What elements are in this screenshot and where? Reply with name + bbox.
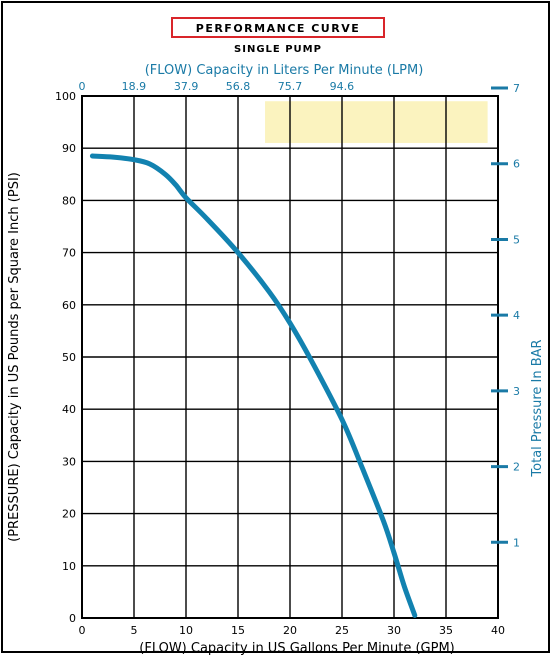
x-tick-label: 15 [231,624,245,637]
performance-curve-line [89,153,418,618]
x-tick-label: 25 [335,624,349,637]
y-tick-label: 60 [62,299,76,312]
x-axis-label: (FLOW) Capacity in US Gallons Per Minute… [139,641,454,656]
x-tick-label: 40 [491,624,505,637]
x2-axis-label: (FLOW) Capacity in Liters Per Minute (LP… [145,63,424,78]
y-axis-label: (PRESSURE) Capacity in US Pounds per Squ… [7,172,22,542]
x2-tick-label: 0 [79,80,86,93]
x2-tick-label: 37.9 [174,80,199,93]
chart-title: PERFORMANCE CURVE [196,22,360,35]
x-tick-label: 30 [387,624,401,637]
y-tick-label: 100 [55,90,76,103]
y2-axis-label: Total Pressure In BAR [530,339,545,477]
title-box [171,17,385,38]
x-tick-label: 5 [131,624,138,637]
x-tick-label: 10 [179,624,193,637]
x-tick-label: 35 [439,624,453,637]
y2-tick-label: 5 [513,233,520,246]
plot-border [81,95,499,619]
y-tick-label: 70 [62,247,76,260]
y2-tick-label: 7 [513,82,520,95]
y-tick-label: 30 [62,455,76,468]
highlight-region [265,101,488,143]
x2-tick-label: 75.7 [278,80,303,93]
y2-ticks: 1 2 3 4 5 6 7 [491,82,520,549]
y-tick-label: 20 [62,508,76,521]
x2-tick-label: 56.8 [226,80,251,93]
x-tick-label: 20 [283,624,297,637]
x-tick-label: 0 [79,624,86,637]
y-ticks: 0 10 20 30 40 50 60 70 80 90 100 [55,90,76,625]
y-tick-label: 90 [62,142,76,155]
x2-tick-label: 18.9 [122,80,147,93]
x-ticks: 0 5 10 15 20 25 30 35 40 [79,624,506,637]
y-tick-label: 40 [62,403,76,416]
x2-ticks: 0 18.9 37.9 56.8 75.7 94.6 [79,80,355,93]
y2-tick-label: 6 [513,158,520,171]
grid [81,95,499,619]
x2-tick-label: 94.6 [330,80,355,93]
chart-subtitle: SINGLE PUMP [234,44,322,55]
y2-tick-label: 1 [513,536,520,549]
y-tick-label: 50 [62,351,76,364]
y2-tick-label: 2 [513,461,520,474]
y2-tick-label: 3 [513,385,520,398]
y-tick-label: 0 [69,612,76,625]
y-tick-label: 10 [62,560,76,573]
y2-tick-label: 4 [513,309,520,322]
y-tick-label: 80 [62,194,76,207]
